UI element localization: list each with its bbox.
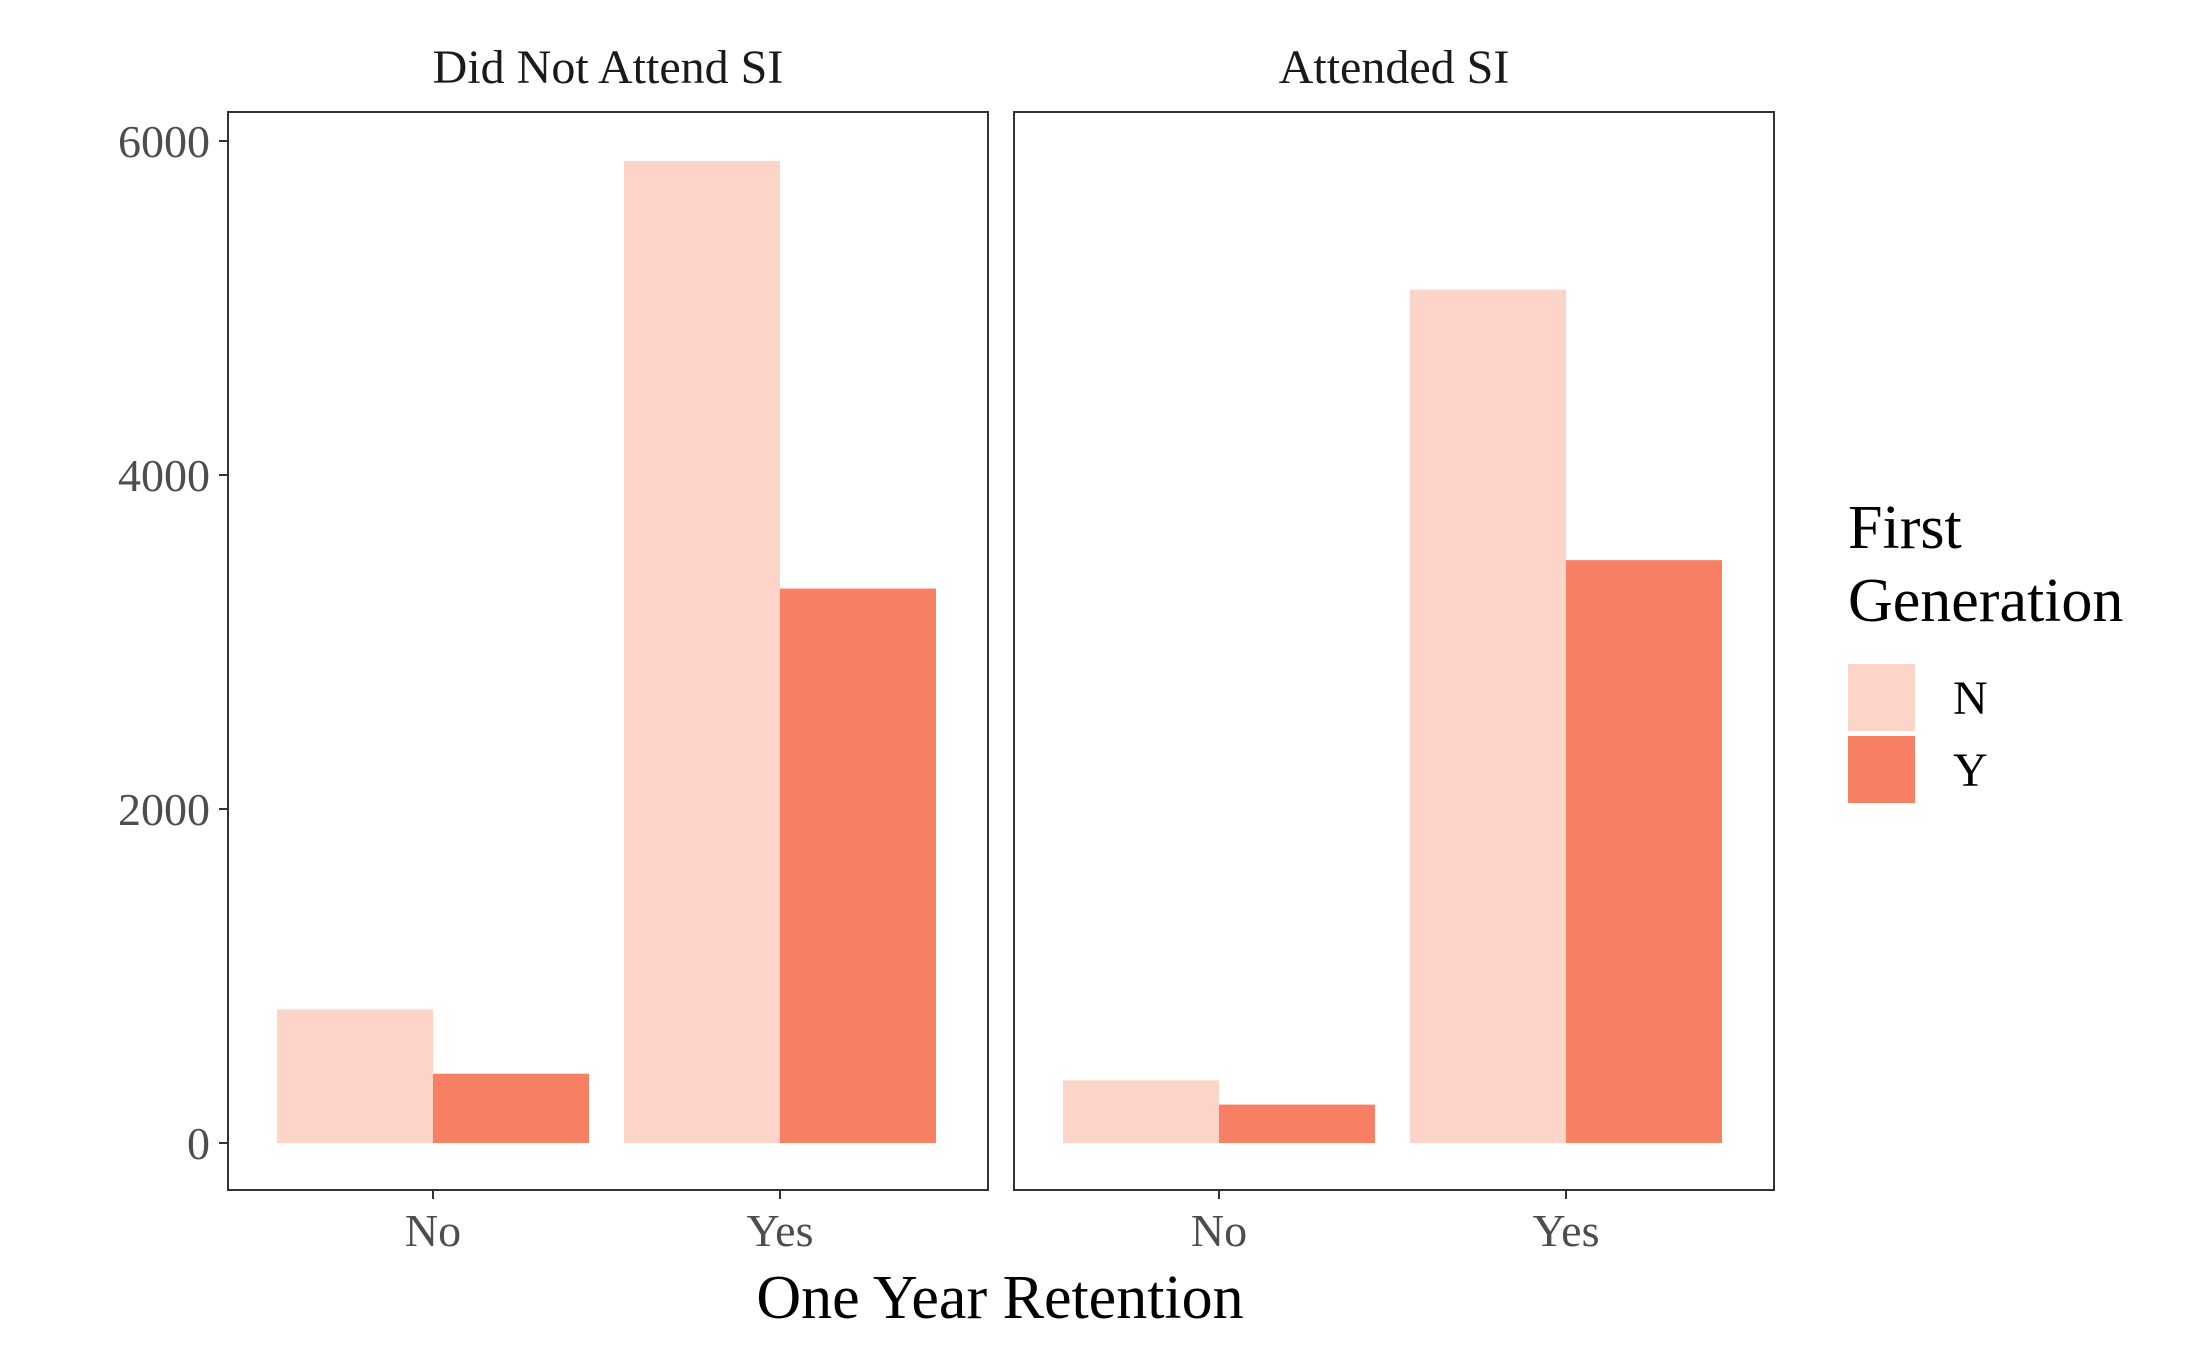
y-tick-label: 4000 bbox=[118, 450, 210, 501]
panel-1: Did Not Attend SI No Yes bbox=[227, 41, 989, 1256]
bar-no-y bbox=[433, 1073, 589, 1143]
x-tick-label: No bbox=[1191, 1205, 1247, 1256]
y-tick-label: 0 bbox=[187, 1118, 210, 1169]
bar-yes-y bbox=[1566, 560, 1722, 1143]
panel-border bbox=[227, 111, 989, 1191]
legend-label: Y bbox=[1953, 744, 1988, 797]
bar-yes-y bbox=[780, 588, 936, 1143]
y-axis: 0 2000 4000 6000 bbox=[118, 116, 228, 1169]
panel-border bbox=[1013, 111, 1775, 1191]
legend-label: N bbox=[1953, 672, 1988, 725]
y-tick-label: 2000 bbox=[118, 784, 210, 835]
bar-no-n bbox=[1063, 1080, 1219, 1143]
x-tick-label: No bbox=[405, 1205, 461, 1256]
legend-title: First bbox=[1848, 494, 1962, 562]
panel-title: Did Not Attend SI bbox=[433, 41, 784, 94]
bar-no-y bbox=[1219, 1104, 1375, 1143]
legend-key-y bbox=[1848, 736, 1915, 803]
y-tick-label: 6000 bbox=[118, 116, 210, 167]
legend-title: Generation bbox=[1848, 567, 2123, 635]
bar-no-n bbox=[277, 1009, 433, 1143]
x-tick-label: Yes bbox=[1533, 1205, 1600, 1256]
panel-2: Attended SI No Yes bbox=[1013, 41, 1775, 1256]
x-tick-label: Yes bbox=[747, 1205, 814, 1256]
legend-key-n bbox=[1848, 664, 1915, 731]
panels: Did Not Attend SI No Yes Attended SI No Yes bbox=[227, 41, 1775, 1256]
bar-yes-n bbox=[1410, 289, 1566, 1143]
panel-title: Attended SI bbox=[1279, 41, 1510, 94]
bar-yes-n bbox=[624, 161, 780, 1144]
x-axis-title: One Year Retention bbox=[756, 1264, 1243, 1332]
